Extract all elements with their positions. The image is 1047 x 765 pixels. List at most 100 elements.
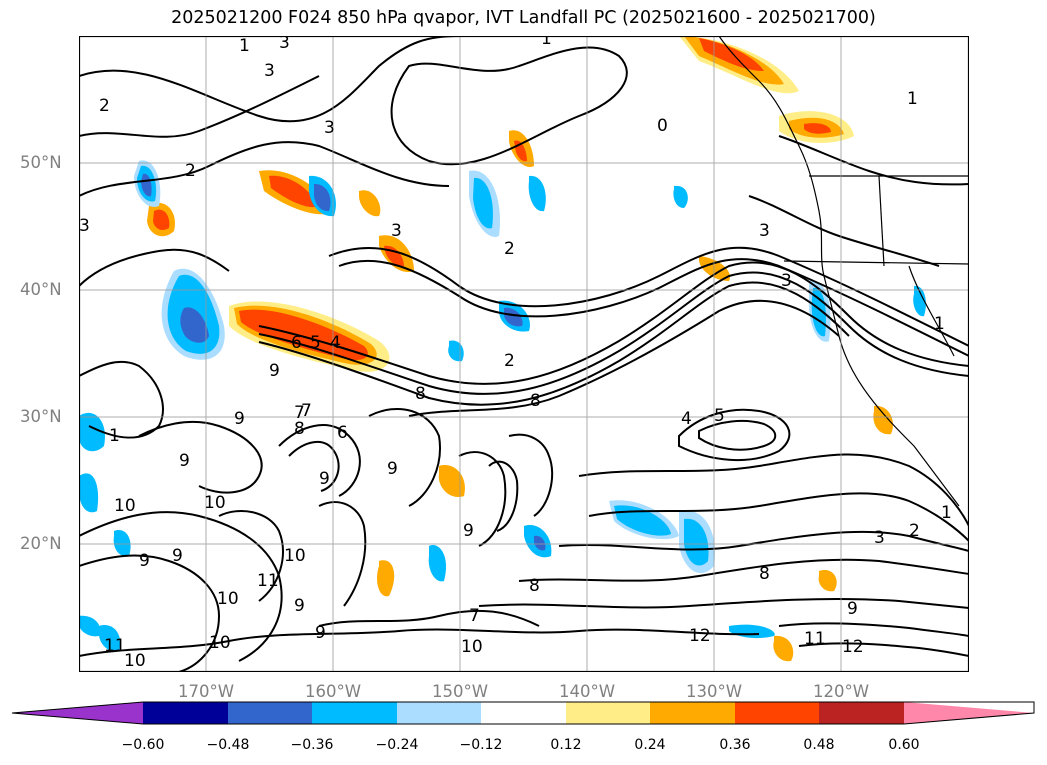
contour-label: 7 bbox=[301, 401, 312, 421]
lat-label-20n: 20°N bbox=[20, 534, 62, 553]
colorbar-tick: −0.12 bbox=[459, 737, 503, 753]
lon-label-140w: 140°W bbox=[558, 682, 616, 701]
contour-label: 8 bbox=[294, 419, 305, 439]
colorbar-bin bbox=[735, 702, 819, 724]
contour-label: 2 bbox=[504, 351, 515, 371]
colorbar-tick: 0.12 bbox=[550, 737, 582, 753]
contour-label: 8 bbox=[529, 576, 540, 596]
contour-label: 1 bbox=[109, 426, 120, 446]
contour-label: 2 bbox=[909, 521, 920, 541]
contour-label: 12 bbox=[689, 626, 711, 646]
colorbar-tick: 0.48 bbox=[803, 737, 835, 753]
contour-label: 9 bbox=[234, 409, 245, 429]
colorbar-tick: −0.36 bbox=[290, 737, 334, 753]
colorbar-bin bbox=[397, 702, 481, 724]
contour-label: 9 bbox=[294, 596, 305, 616]
contour-label: 12 bbox=[842, 637, 864, 657]
colorbar-bin bbox=[312, 702, 397, 724]
colorbar-bin bbox=[819, 702, 904, 724]
contour-label: 10 bbox=[217, 589, 239, 609]
contour-label: 0 bbox=[657, 116, 668, 136]
colorbar-bin bbox=[228, 702, 312, 724]
contour-label: 6 bbox=[291, 333, 302, 353]
lon-label-170w: 170°W bbox=[177, 682, 235, 701]
contour-label: 7 bbox=[294, 403, 305, 423]
coastline bbox=[718, 36, 969, 507]
lon-label-120w: 120°W bbox=[812, 682, 870, 701]
contour-label: 2 bbox=[185, 161, 196, 181]
colorbar-bin bbox=[566, 702, 650, 724]
lat-label-50n: 50°N bbox=[20, 153, 62, 172]
contour-label: 9 bbox=[387, 459, 398, 479]
contour-label: 9 bbox=[847, 599, 858, 619]
positive-anomaly-shading bbox=[147, 36, 894, 662]
contour-label: 10 bbox=[284, 546, 306, 566]
contour-label: 8 bbox=[530, 391, 541, 411]
colorbar-bin bbox=[650, 702, 735, 724]
contour-label: 4 bbox=[330, 333, 341, 353]
colorbar-tick: 0.36 bbox=[719, 737, 751, 753]
colorbar-tick: −0.24 bbox=[375, 737, 419, 753]
contour-label: 10 bbox=[204, 493, 226, 513]
contour-label: 9 bbox=[172, 546, 183, 566]
contour-label: 3 bbox=[759, 221, 770, 241]
contour-label: 5 bbox=[310, 333, 321, 353]
contour-label: 8 bbox=[415, 384, 426, 404]
colorbar-bin bbox=[481, 702, 566, 724]
lon-label-130w: 130°W bbox=[685, 682, 743, 701]
gridlines bbox=[79, 36, 969, 672]
lon-label-150w: 150°W bbox=[431, 682, 489, 701]
colorbar-tick: −0.60 bbox=[121, 737, 165, 753]
contour-label: 2 bbox=[504, 239, 515, 259]
contour-label: 3 bbox=[874, 528, 885, 548]
contour-label: 3 bbox=[781, 271, 792, 291]
contour-label: 10 bbox=[209, 633, 231, 653]
contour-label: 3 bbox=[264, 61, 275, 81]
contour-label: 1 bbox=[541, 36, 552, 49]
colorbar-bin bbox=[143, 702, 228, 724]
contour-label: 9 bbox=[315, 623, 326, 643]
contour-label: 9 bbox=[179, 451, 190, 471]
contour-label: 1 bbox=[941, 503, 952, 523]
contour-label: 10 bbox=[124, 651, 146, 671]
map-frame bbox=[79, 36, 969, 672]
contour-label: 10 bbox=[461, 637, 483, 657]
contour-label: 7 bbox=[469, 606, 480, 626]
contour-label: 1 bbox=[907, 89, 918, 109]
contour-label: 2 bbox=[99, 96, 110, 116]
contour-label: 6 bbox=[337, 423, 348, 443]
contour-label: 4 bbox=[681, 409, 692, 429]
lat-label-40n: 40°N bbox=[20, 280, 62, 299]
contour-label: 8 bbox=[759, 564, 770, 584]
colorbar-extend-low bbox=[12, 702, 143, 724]
contour-label: 9 bbox=[139, 551, 150, 571]
colorbar-tick: 0.24 bbox=[634, 737, 666, 753]
contour-label: 3 bbox=[79, 216, 90, 236]
contour-label: 1 bbox=[239, 36, 250, 56]
map-svg: 3 1 2 3 0 1 2 3 2 3 3 3 3 6 5 4 2 1 9 8 … bbox=[79, 36, 969, 672]
contour-label: 9 bbox=[319, 469, 330, 489]
contour-label: 9 bbox=[269, 361, 280, 381]
contour-label: 3 bbox=[279, 36, 290, 53]
colorbar-tick: 0.60 bbox=[888, 737, 920, 753]
contour-label: 3 bbox=[391, 221, 402, 241]
colorbar-extend-high bbox=[904, 702, 1034, 724]
lat-label-30n: 30°N bbox=[20, 407, 62, 426]
map-title: 2025021200 F024 850 hPa qvapor, IVT Land… bbox=[171, 8, 876, 28]
contour-label: 11 bbox=[257, 571, 279, 591]
lon-label-160w: 160°W bbox=[304, 682, 362, 701]
contour-lines bbox=[79, 36, 969, 672]
contour-label: 1 bbox=[934, 314, 945, 334]
map-panel: 3 1 2 3 0 1 2 3 2 3 3 3 3 6 5 4 2 1 9 8 … bbox=[79, 36, 969, 672]
contour-label-group: 3 1 2 3 0 1 2 3 2 3 3 3 3 6 5 4 2 1 9 8 … bbox=[79, 36, 952, 671]
colorbar-tick: −0.48 bbox=[206, 737, 250, 753]
contour-label: 3 bbox=[324, 118, 335, 138]
contour-label: 11 bbox=[104, 636, 126, 656]
contour-label: 10 bbox=[114, 496, 136, 516]
contour-label: 11 bbox=[804, 629, 826, 649]
negative-anomaly-shading bbox=[79, 160, 926, 652]
colorbar bbox=[11, 701, 1035, 725]
contour-label: 5 bbox=[714, 406, 725, 426]
colorbar-outline bbox=[11, 701, 1035, 725]
contour-label: 9 bbox=[463, 521, 474, 541]
